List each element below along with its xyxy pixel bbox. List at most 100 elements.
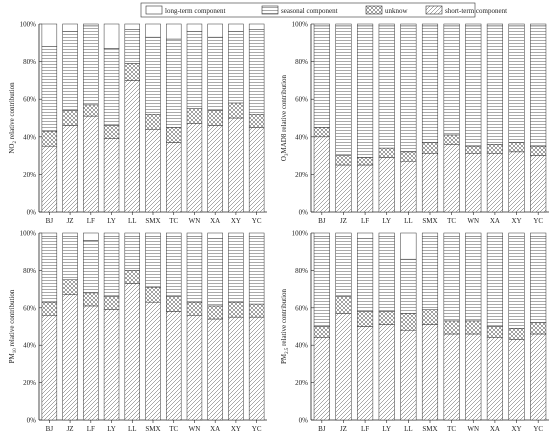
bar-seasonal-LF [357,25,374,158]
bar-seasonal-XA [207,238,223,307]
bar-unknow-YC [248,113,265,128]
bar-seasonal-YC [530,236,547,324]
bar-long-JZ [335,232,352,237]
bar-long-LY [378,232,395,237]
x-tick-label: JZ [67,217,74,225]
bar-seasonal-SMX [145,236,161,288]
x-tick-label: JZ [67,425,74,433]
bar-short-SMX [145,301,161,421]
bar-unknow-LL [400,313,417,331]
y-tick-label: 80% [23,58,36,66]
bar-long-TC [166,23,182,40]
x-tick-label: XA [490,425,500,433]
x-tick-label: SMX [422,217,437,225]
bar-long-SMX [145,23,161,38]
bar-seasonal-YC [248,29,265,115]
bar-short-SMX [421,153,439,213]
legend-label-seasonal: seasonal component [281,7,338,15]
bar-seasonal-WN [186,31,203,109]
bar-long-WN [465,232,482,237]
y-axis-label-main: O [280,156,288,161]
bar-short-BJ [41,315,58,421]
bar-unknow-LL [124,270,140,284]
bar-long-SMX [421,232,439,237]
bar-unknow-TC [443,320,460,335]
bar-long-LL [124,23,140,30]
bar-seasonal-XY [228,236,244,303]
bar-unknow-LY [103,125,120,139]
bar-short-LL [400,160,417,213]
bar-unknow-BJ [41,301,58,316]
bar-short-JZ [62,125,78,213]
y-tick-label: 60% [295,96,308,104]
x-tick-label: TC [447,217,456,225]
x-tick-label: YC [252,425,262,433]
x-tick-label: LF [361,217,369,225]
chart-panel-2: 0% 20% 40% 60% 80% 100% O3MAD8 relative contri… [280,21,549,225]
y-axis-label-main: PM [280,353,288,364]
y-axis-label-rest: MAD8 relative contribution [280,74,288,153]
bar-short-JZ [62,294,78,421]
y-tick-label: 80% [295,267,308,275]
bar-long-LY [103,232,120,237]
bar-short-XA [486,153,503,213]
bar-unknow-LL [124,63,140,81]
y-tick-label: 20% [295,171,308,179]
bar-long-XA [207,232,223,239]
bar-short-LF [83,305,99,421]
bar-unknow-YC [530,145,547,156]
bar-seasonal-SMX [421,236,439,310]
x-tick-label: YC [533,425,543,433]
bar-unknow-JZ [335,296,352,314]
x-tick-label: LF [87,217,95,225]
bar-seasonal-XA [486,25,503,145]
bar-short-LL [400,329,417,421]
bar-seasonal-WN [465,236,482,322]
bar-long-XY [228,23,244,32]
bar-short-JZ [335,164,352,213]
y-tick-label: 0% [299,209,309,217]
bar-unknow-LY [378,311,395,325]
bar-long-SMX [145,232,161,237]
x-tick-label: TC [447,425,456,433]
bar-short-YC [530,155,547,213]
bar-short-WN [465,333,482,421]
bar-short-LL [124,283,140,421]
legend-swatch-long [145,5,163,15]
bar-seasonal-LL [124,29,140,64]
bar-seasonal-LY [378,236,395,312]
x-tick-label: BJ [46,217,54,225]
bar-unknow-LY [378,147,395,158]
bar-long-XA [207,23,223,38]
x-tick-label: TC [169,217,178,225]
bar-short-LY [378,157,395,213]
bar-unknow-SMX [421,142,439,154]
bar-short-LF [357,164,374,213]
x-tick-label: LL [404,217,413,225]
bar-unknow-LY [103,296,120,310]
bar-seasonal-JZ [62,31,78,111]
bar-seasonal-TC [166,236,182,297]
y-axis-label: O3MAD8 relative contribution [280,74,290,161]
y-tick-label: 20% [295,379,308,387]
y-tick-label: 100% [20,230,37,238]
bar-seasonal-XA [207,36,223,111]
bar-unknow-JZ [335,155,352,166]
x-tick-label: JZ [340,425,347,433]
bar-long-BJ [41,23,58,47]
bar-long-LF [357,23,374,27]
bar-short-SMX [145,129,161,213]
y-tick-label: 60% [295,304,308,312]
bar-short-XA [207,318,223,421]
y-axis-label: PM2.5 relative contribution [280,288,290,364]
legend: long-term component seasonal component unk… [140,2,507,18]
bar-unknow-XA [207,110,223,126]
x-tick-label: XY [231,425,241,433]
legend-label-unknow: unknow [385,7,409,15]
bar-long-LL [400,23,417,27]
x-tick-label: YC [252,217,262,225]
bar-long-TC [166,232,182,237]
legend-label-long: long-term component [165,7,226,15]
x-tick-label: XY [511,425,521,433]
